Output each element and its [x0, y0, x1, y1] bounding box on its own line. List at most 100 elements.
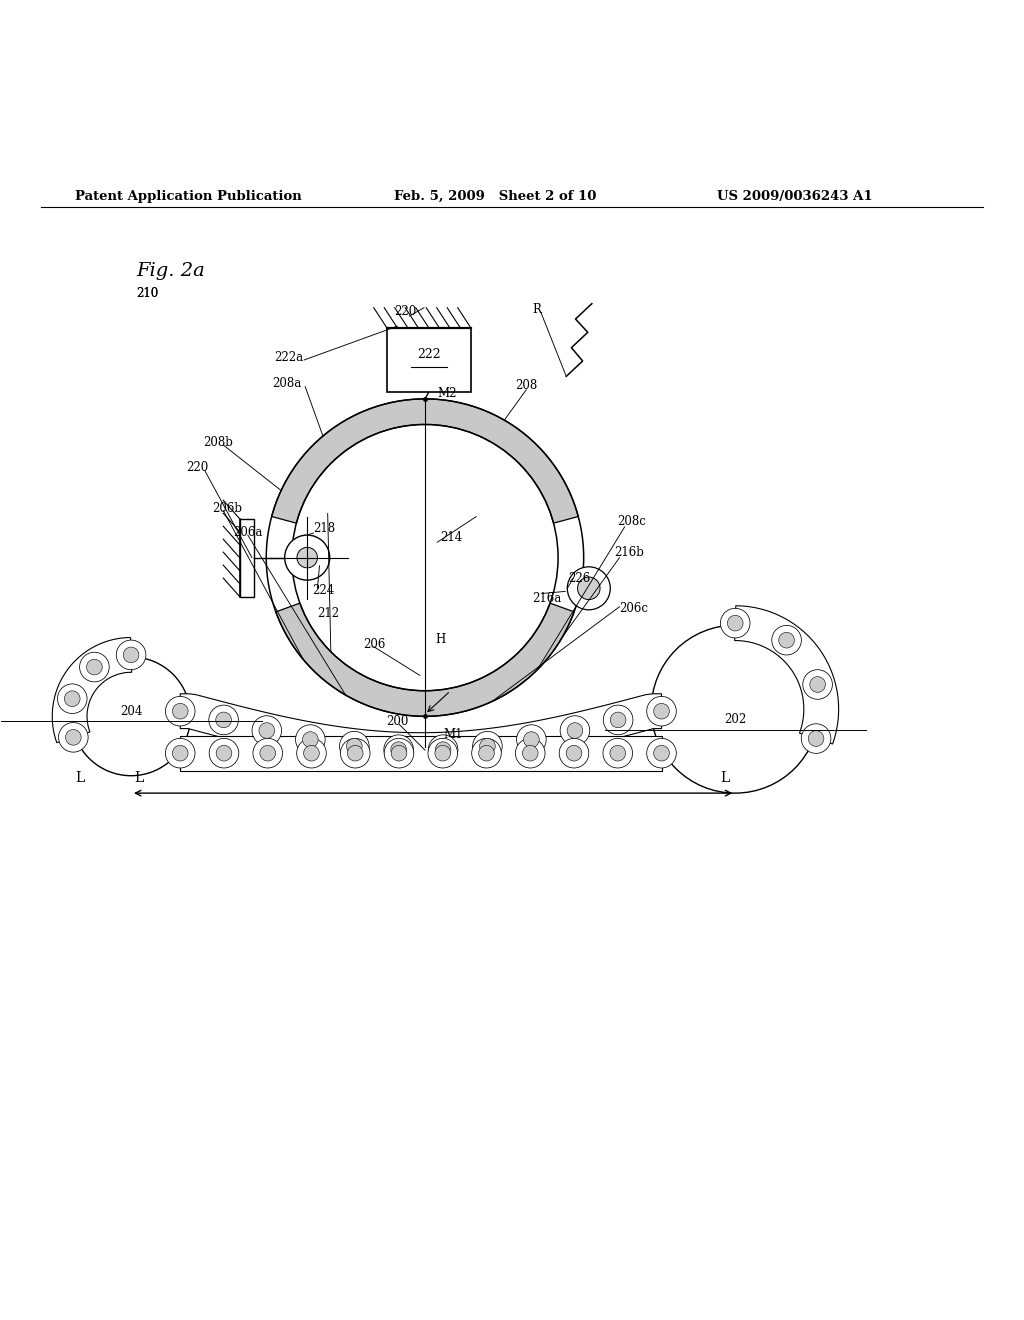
Circle shape — [259, 723, 274, 738]
Circle shape — [567, 566, 610, 610]
Text: L: L — [134, 771, 143, 785]
Polygon shape — [271, 399, 579, 523]
Text: 210: 210 — [136, 286, 159, 300]
Text: 222: 222 — [417, 348, 441, 362]
Circle shape — [428, 735, 458, 764]
Circle shape — [428, 738, 458, 768]
Circle shape — [603, 738, 633, 768]
Circle shape — [522, 746, 538, 762]
Text: 220: 220 — [186, 461, 209, 474]
Circle shape — [559, 738, 589, 768]
Circle shape — [172, 746, 188, 762]
Circle shape — [727, 615, 743, 631]
Text: Fig. 2a: Fig. 2a — [136, 261, 205, 280]
Circle shape — [253, 738, 283, 768]
Circle shape — [803, 669, 833, 700]
Circle shape — [391, 746, 407, 762]
Circle shape — [117, 640, 145, 669]
Circle shape — [721, 609, 750, 638]
Circle shape — [384, 735, 414, 764]
Circle shape — [58, 722, 88, 752]
Circle shape — [801, 723, 830, 754]
Circle shape — [653, 746, 670, 762]
Circle shape — [479, 738, 496, 754]
Circle shape — [166, 697, 195, 726]
Circle shape — [603, 705, 633, 735]
Text: 206a: 206a — [233, 525, 263, 539]
Text: 210: 210 — [136, 286, 159, 300]
Circle shape — [772, 626, 802, 655]
Text: 224: 224 — [312, 583, 335, 597]
Circle shape — [260, 746, 275, 762]
Circle shape — [72, 657, 190, 776]
Circle shape — [302, 731, 318, 747]
Polygon shape — [734, 606, 839, 744]
Circle shape — [209, 705, 239, 735]
Text: 208: 208 — [515, 379, 538, 392]
Circle shape — [166, 738, 195, 768]
Text: 212: 212 — [317, 607, 340, 620]
Circle shape — [123, 647, 139, 663]
Circle shape — [285, 535, 330, 579]
Text: 206b: 206b — [212, 502, 242, 515]
Text: 226: 226 — [568, 572, 591, 585]
Circle shape — [297, 738, 327, 768]
Text: M2: M2 — [437, 387, 457, 400]
Circle shape — [80, 652, 110, 682]
Circle shape — [66, 730, 81, 746]
Text: H: H — [435, 634, 445, 645]
Circle shape — [523, 731, 540, 747]
Circle shape — [252, 715, 282, 746]
Circle shape — [478, 746, 495, 762]
Circle shape — [435, 742, 451, 758]
Circle shape — [340, 738, 370, 768]
Text: Patent Application Publication: Patent Application Publication — [75, 190, 301, 203]
Circle shape — [216, 711, 231, 727]
Circle shape — [65, 690, 80, 706]
Text: 204: 204 — [120, 705, 142, 718]
Polygon shape — [180, 694, 662, 767]
Polygon shape — [52, 638, 132, 743]
Text: 208a: 208a — [272, 378, 302, 389]
Circle shape — [810, 677, 825, 692]
Text: 214: 214 — [440, 531, 463, 544]
Text: 222a: 222a — [274, 351, 303, 364]
Text: Feb. 5, 2009   Sheet 2 of 10: Feb. 5, 2009 Sheet 2 of 10 — [394, 190, 597, 203]
Circle shape — [653, 704, 670, 719]
Text: 200: 200 — [386, 715, 409, 727]
Circle shape — [435, 746, 451, 762]
Polygon shape — [180, 735, 662, 771]
Circle shape — [578, 577, 600, 599]
Circle shape — [566, 746, 582, 762]
Circle shape — [347, 746, 364, 762]
Polygon shape — [275, 603, 574, 717]
Text: 208c: 208c — [617, 515, 646, 528]
Text: 216b: 216b — [614, 546, 644, 558]
Circle shape — [209, 738, 239, 768]
Circle shape — [610, 746, 626, 762]
Circle shape — [296, 725, 326, 754]
Circle shape — [172, 704, 188, 719]
Circle shape — [567, 723, 583, 738]
Text: US 2009/0036243 A1: US 2009/0036243 A1 — [717, 190, 872, 203]
Circle shape — [473, 731, 502, 760]
Text: 216a: 216a — [532, 593, 562, 605]
Text: M1: M1 — [443, 729, 463, 742]
Text: 202: 202 — [724, 713, 746, 726]
Text: 220: 220 — [394, 305, 417, 318]
Circle shape — [57, 684, 87, 714]
Circle shape — [778, 632, 795, 648]
Text: R: R — [532, 304, 542, 317]
Circle shape — [384, 738, 414, 768]
Bar — [240, 519, 254, 597]
Text: L: L — [76, 771, 85, 785]
Circle shape — [87, 659, 102, 675]
Text: L: L — [720, 771, 729, 785]
Circle shape — [560, 715, 590, 746]
Text: 208b: 208b — [203, 437, 232, 449]
Text: 206: 206 — [364, 638, 386, 651]
Circle shape — [340, 731, 369, 760]
Circle shape — [516, 725, 546, 754]
Circle shape — [304, 746, 319, 762]
Circle shape — [346, 738, 362, 754]
